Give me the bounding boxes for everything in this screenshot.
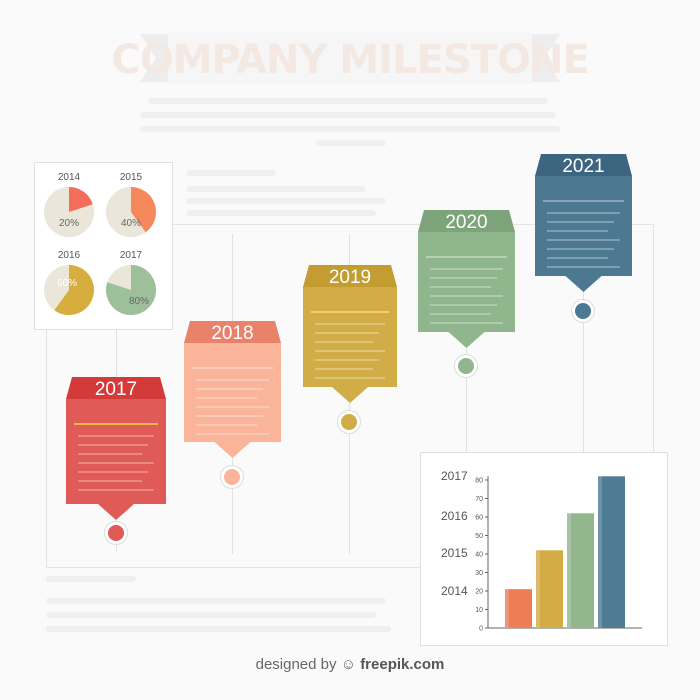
pie-chart-2015 [106, 187, 156, 237]
pie-year-2017: 2017 [119, 250, 143, 261]
milestone-card-2018 [184, 321, 281, 458]
y-tick-label-20: 20 [475, 589, 483, 596]
pie-chart-2014 [44, 187, 94, 237]
pie-slice-2014 [69, 187, 93, 212]
bar-2016 [567, 513, 594, 628]
bar-2017 [598, 476, 625, 628]
pie-chart-2017 [106, 265, 156, 315]
footer-brand: freepik.com [360, 656, 445, 673]
timeline-frame [46, 224, 654, 568]
bar-year-label-2014: 2014 [441, 584, 468, 598]
timeline-dot-2021 [571, 299, 595, 323]
pie-label-2015: 40% [120, 218, 141, 229]
pie-year-2014: 2014 [57, 172, 81, 183]
milestone-year-2017: 2017 [94, 379, 138, 400]
pie-year-2015: 2015 [119, 172, 143, 183]
milestone-year-2018: 2018 [211, 323, 254, 344]
pie-label-2017: 80% [128, 296, 149, 307]
bar-chart: 0 10 20 30 40 50 60 70 80 2017 2016 2015 2014 [441, 469, 642, 633]
milestone-card-2020 [418, 210, 515, 348]
milestone-year-2021: 2021 [562, 156, 605, 177]
bar-year-label-2017: 2017 [441, 469, 468, 483]
bar-2015 [536, 550, 563, 628]
title-ribbon [140, 32, 560, 84]
bar-2014 [505, 589, 532, 628]
y-tick-label-80: 80 [475, 478, 483, 485]
milestone-card-2017 [66, 377, 166, 520]
milestone-card-2019 [303, 265, 397, 403]
pie-label-2014: 20% [58, 218, 79, 229]
pie-year-2016: 2016 [57, 250, 81, 261]
bar-highlight-2015 [536, 550, 540, 628]
freepik-logo-icon: ☺ [340, 656, 357, 673]
y-tick-label-70: 70 [475, 496, 483, 503]
timeline-dot-2020 [454, 354, 478, 378]
pie-slice-2016 [54, 265, 94, 315]
footer-prefix: designed by [255, 656, 337, 673]
y-tick-label-50: 50 [475, 533, 483, 540]
page-title: COMPANY MILESTONE [111, 37, 590, 83]
y-tick-label-60: 60 [475, 515, 483, 522]
y-tick-label-30: 30 [475, 570, 483, 577]
bar-year-label-2016: 2016 [441, 509, 468, 523]
timeline-dot-2017 [104, 521, 128, 545]
bar-highlight-2017 [598, 476, 602, 628]
pie-slice-2015 [131, 187, 156, 233]
y-tick-label-10: 10 [475, 607, 483, 614]
y-tick-label-0: 0 [479, 626, 483, 633]
y-tick-label-40: 40 [475, 552, 483, 559]
timeline-dot-2018 [220, 465, 244, 489]
footer-credit: designed by ☺ freepik.com [0, 656, 700, 673]
bar-highlight-2016 [567, 513, 571, 628]
milestone-year-2020: 2020 [445, 212, 488, 233]
pie-slice-2017 [106, 265, 156, 315]
timeline-dot-2019 [337, 410, 361, 434]
bar-highlight-2014 [505, 589, 509, 628]
bar-year-label-2015: 2015 [441, 546, 468, 560]
milestone-year-2019: 2019 [328, 267, 372, 288]
pie-chart-2016 [44, 265, 94, 315]
pie-label-2016: 60% [56, 278, 77, 289]
milestone-card-2021 [535, 154, 632, 292]
